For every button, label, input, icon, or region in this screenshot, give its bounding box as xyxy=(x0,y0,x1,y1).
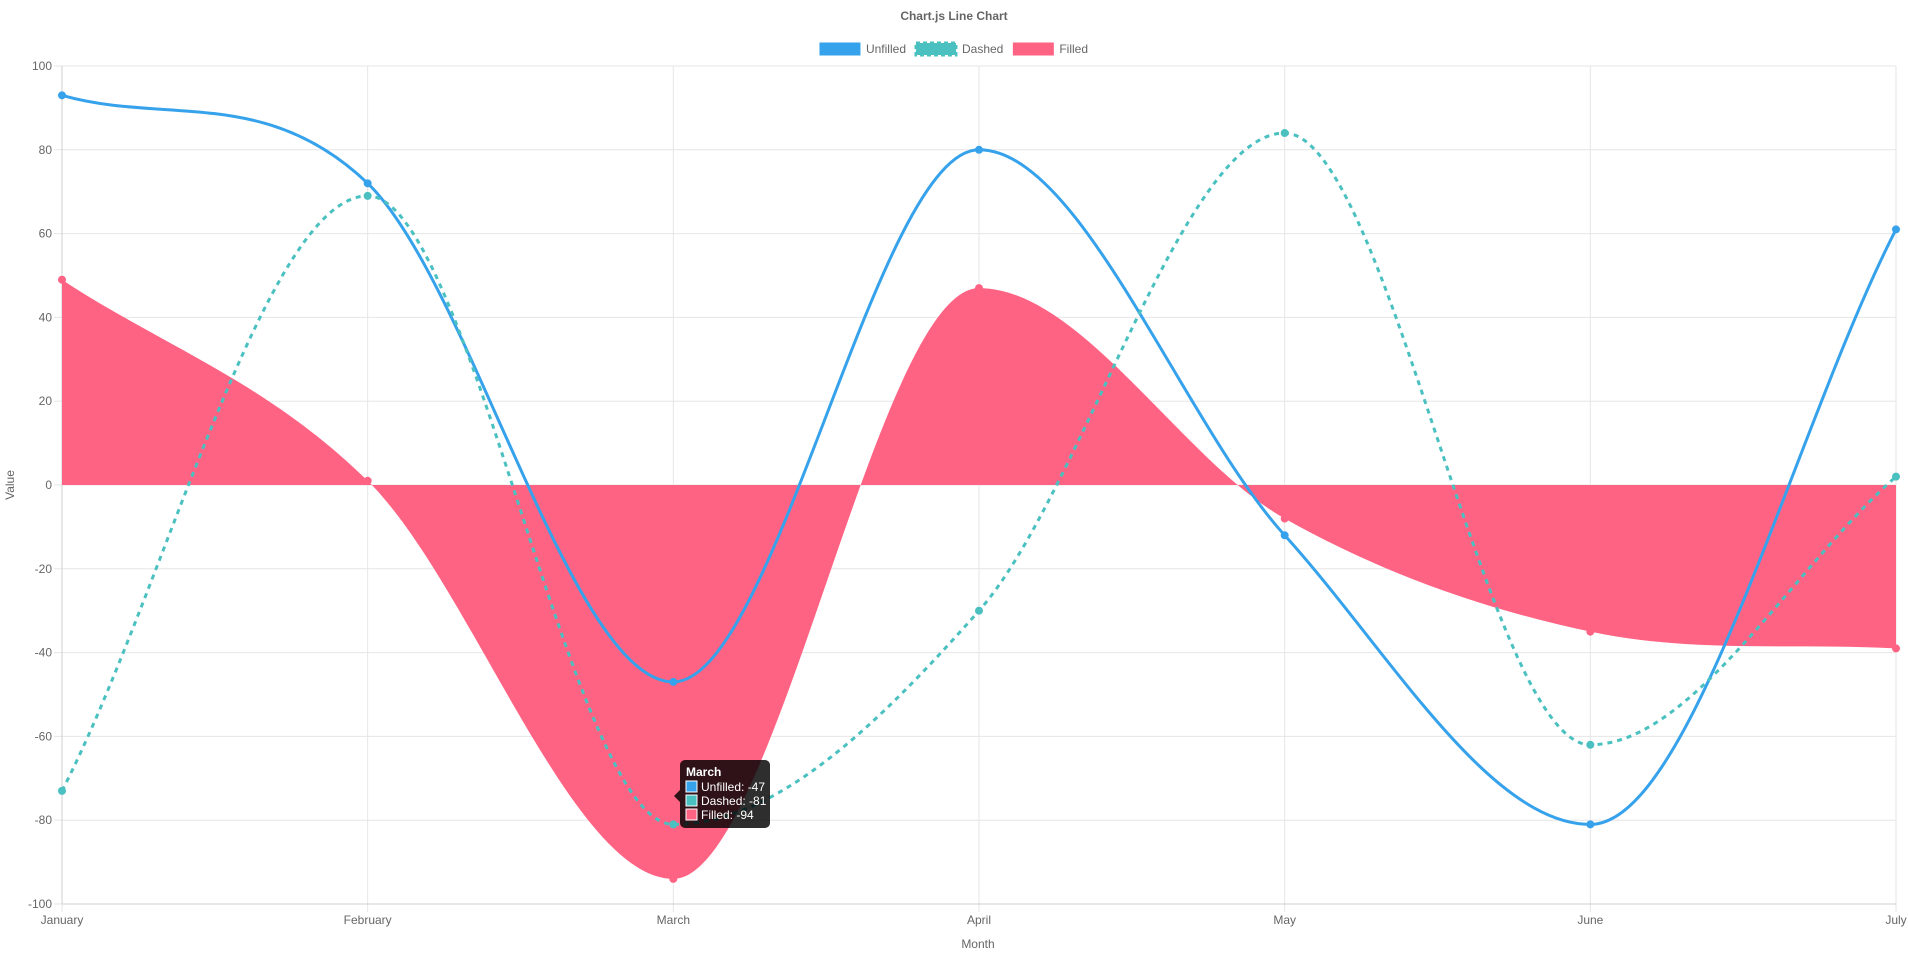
y-tick-label: -60 xyxy=(35,729,53,743)
data-point-filled xyxy=(58,275,66,284)
data-points-layer xyxy=(58,91,1900,883)
legend-label: Dashed xyxy=(962,42,1003,56)
y-tick-label: -20 xyxy=(35,562,53,576)
y-tick-label: 80 xyxy=(39,143,53,157)
y-tick-label: -80 xyxy=(35,813,53,827)
x-tick-label: March xyxy=(657,913,690,927)
tooltip-title: March xyxy=(686,765,721,779)
tooltip-swatch-dashed xyxy=(685,794,698,807)
data-point-unfilled xyxy=(975,145,983,154)
data-point-unfilled xyxy=(669,677,678,686)
tooltip-caret xyxy=(674,790,680,802)
chart-title: Chart.js Line Chart xyxy=(900,9,1007,23)
legend-label: Filled xyxy=(1059,42,1088,56)
tooltip-swatch-unfilled xyxy=(685,780,698,793)
legend-item-unfilled: Unfilled xyxy=(819,42,906,56)
data-point-filled xyxy=(1892,644,1900,653)
x-axis-title: Month xyxy=(961,937,994,951)
data-point-unfilled xyxy=(1892,225,1900,234)
y-tick-label: 0 xyxy=(45,478,52,492)
x-tick-label: February xyxy=(344,913,392,927)
legend-swatch xyxy=(914,41,958,57)
y-axis-ticks: 100 80 60 40 20 0 -20 -40 -60 -80 -100 xyxy=(28,59,52,911)
x-axis-ticks: January February March April May June July xyxy=(41,913,1907,927)
legend-label: Unfilled xyxy=(866,42,906,56)
data-point-dashed xyxy=(1892,472,1900,481)
x-tick-label: April xyxy=(967,913,991,927)
data-point-unfilled xyxy=(58,91,66,100)
x-tick-label: July xyxy=(1885,913,1906,927)
data-point-unfilled xyxy=(1280,531,1289,540)
tooltip-box xyxy=(680,760,770,828)
tooltip-swatch-filled xyxy=(685,808,698,821)
data-point-filled xyxy=(669,874,678,883)
y-tick-label: -100 xyxy=(28,897,52,911)
data-point-unfilled xyxy=(363,179,372,188)
y-tick-label: -40 xyxy=(35,646,53,660)
data-point-dashed xyxy=(58,786,66,795)
y-tick-label: 40 xyxy=(39,310,53,324)
data-point-filled xyxy=(363,476,372,485)
data-point-dashed xyxy=(1586,740,1595,749)
data-point-filled xyxy=(1586,627,1595,636)
tooltip-line: Filled: -94 xyxy=(701,808,754,822)
x-tick-label: January xyxy=(41,913,84,927)
tooltip-line: Unfilled: -47 xyxy=(701,780,765,794)
y-tick-label: 60 xyxy=(39,227,53,241)
data-point-filled xyxy=(975,284,983,293)
x-tick-label: June xyxy=(1577,913,1603,927)
legend-swatch xyxy=(1012,42,1054,56)
data-point-dashed xyxy=(1280,129,1289,138)
y-tick-label: 20 xyxy=(39,394,53,408)
y-tick-label: 100 xyxy=(32,59,52,73)
legend-swatch xyxy=(819,42,861,56)
data-point-filled xyxy=(1280,514,1289,523)
data-point-dashed xyxy=(975,606,983,615)
y-axis-title: Value xyxy=(3,470,17,500)
legend: Unfilled Dashed Filled xyxy=(819,41,1088,57)
data-point-unfilled xyxy=(1586,820,1595,829)
data-point-dashed xyxy=(363,191,372,200)
data-point-dashed xyxy=(669,820,678,829)
fill-area-layer xyxy=(62,279,1896,879)
x-tick-label: May xyxy=(1273,913,1296,927)
legend-item-dashed: Dashed xyxy=(914,41,1003,57)
legend-item-filled: Filled xyxy=(1012,42,1088,56)
tooltip-line: Dashed: -81 xyxy=(701,794,767,808)
series-fill-filled xyxy=(62,279,1896,879)
